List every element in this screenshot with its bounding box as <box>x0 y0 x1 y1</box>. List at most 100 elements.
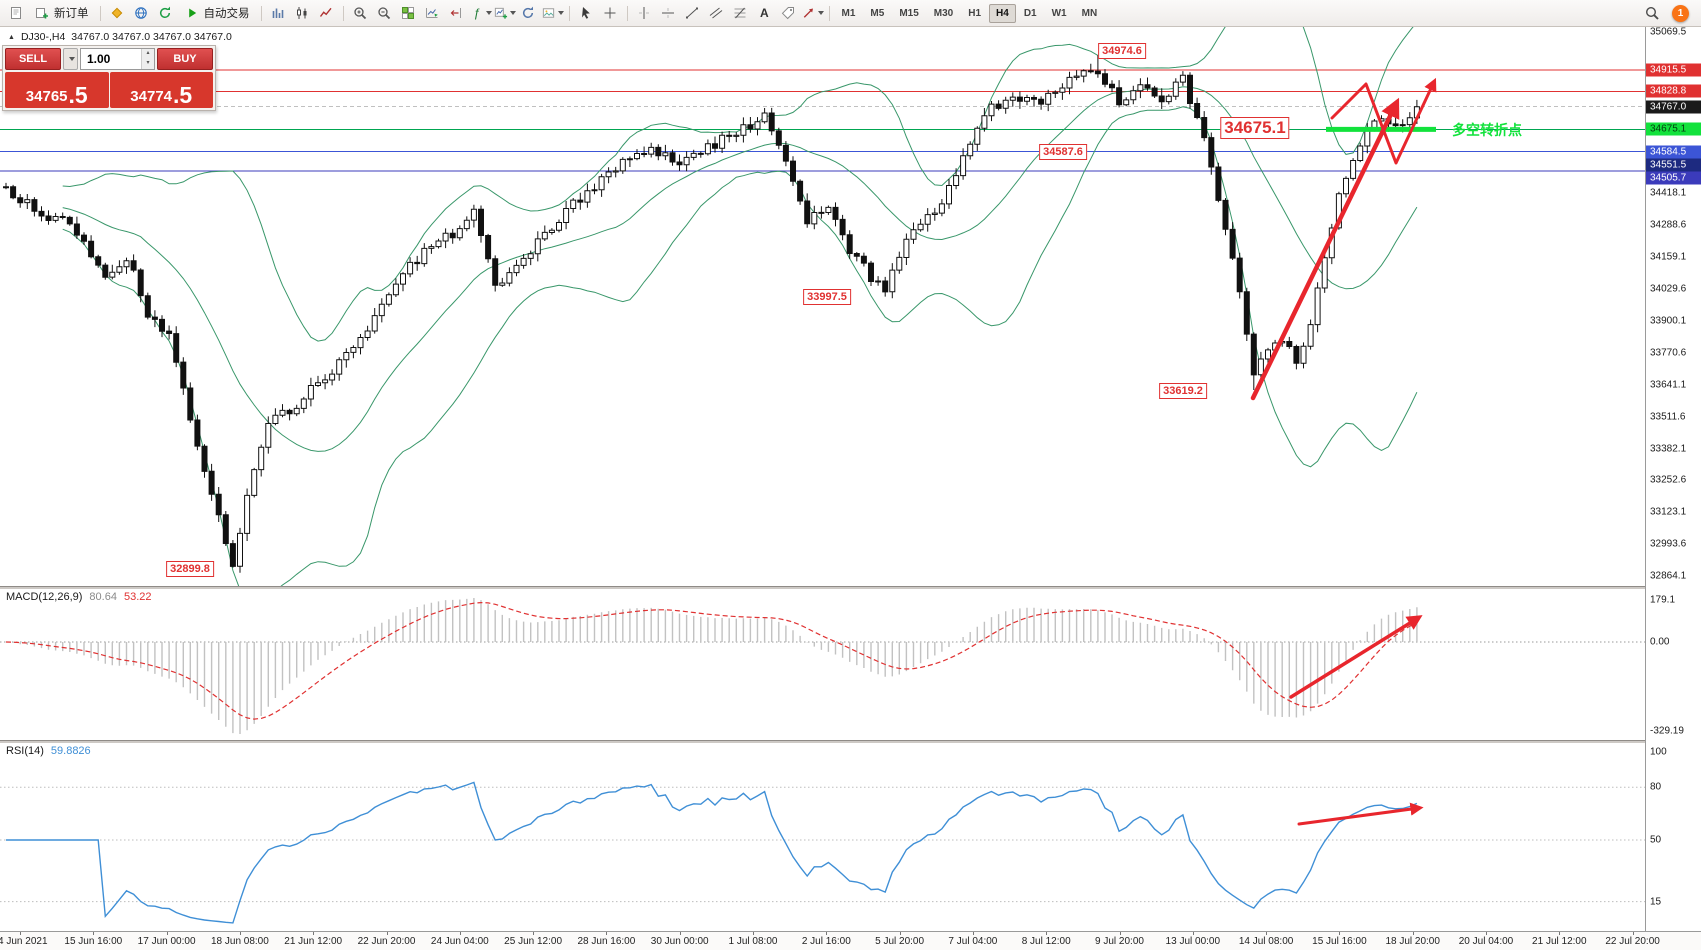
horizontal-line-icon-glyph <box>662 8 674 18</box>
search-icon[interactable] <box>1640 3 1663 23</box>
price-tick: 32993.6 <box>1650 538 1687 550</box>
price-callout[interactable]: 34587.6 <box>1039 144 1087 160</box>
time-tick-label: 14 Jul 08:00 <box>1238 936 1294 947</box>
vertical-line-icon[interactable] <box>633 3 656 23</box>
panel-splitter[interactable] <box>0 740 1701 743</box>
annotation-arrows[interactable] <box>1250 77 1437 826</box>
indicators-icon[interactable]: ƒ <box>469 3 492 23</box>
time-tick <box>166 932 168 935</box>
price-callout[interactable]: 33997.5 <box>803 289 851 305</box>
macd-label: MACD(12,26,9) 80.64 53.22 <box>6 591 151 603</box>
auto-scroll-icon[interactable] <box>421 3 444 23</box>
text-icon[interactable]: A <box>753 3 776 23</box>
price-chart[interactable] <box>0 27 1645 932</box>
zoom-out-icon[interactable] <box>373 3 396 23</box>
timeframe-m30[interactable]: M30 <box>933 7 954 19</box>
zoom-in-icon[interactable] <box>349 3 372 23</box>
notification-badge[interactable]: 1 <box>1672 4 1689 22</box>
order-options-dropdown[interactable] <box>63 48 78 70</box>
shapes-icon[interactable] <box>801 3 824 23</box>
price-callout[interactable]: 32899.8 <box>166 561 214 577</box>
panel-splitter[interactable] <box>0 586 1701 589</box>
rsi-panel <box>0 781 1645 924</box>
signals-icon[interactable] <box>154 3 177 23</box>
price-callout[interactable]: 34974.6 <box>1098 43 1146 59</box>
refresh-icon[interactable] <box>517 3 540 23</box>
timeframe-h1[interactable]: H1 <box>968 7 982 19</box>
volume-input[interactable] <box>81 49 141 69</box>
price-tick: 32864.1 <box>1650 570 1687 582</box>
time-tick-label: 17 Jun 00:00 <box>137 936 196 947</box>
cursor-icon[interactable] <box>575 3 598 23</box>
trendline-icon[interactable] <box>681 3 704 23</box>
templates-icon[interactable] <box>541 3 564 23</box>
main-toolbar: 新订单 自动交易 ƒ A M1 M5 M15 M30 H1 H4 D1 W1 MN 1 <box>0 0 1701 27</box>
new-order-button[interactable]: 新订单 <box>28 3 95 23</box>
sell-button[interactable]: SELL <box>5 48 61 70</box>
timeframe-w1[interactable]: W1 <box>1051 7 1067 19</box>
buy-price-button[interactable]: 34774.5 <box>109 72 213 108</box>
autotrade-button[interactable]: 自动交易 <box>178 3 256 23</box>
volume-increase-button[interactable]: ▴ <box>142 49 154 59</box>
tile-windows-icon[interactable] <box>397 3 420 23</box>
timeframe-m5[interactable]: M5 <box>870 7 885 19</box>
chart-shift-icon-glyph <box>450 8 461 18</box>
time-tick <box>1486 932 1487 935</box>
price-badge: 34767.0 <box>1646 100 1701 114</box>
price-tick: 33511.6 <box>1650 411 1686 423</box>
bar-chart-type-icon[interactable] <box>267 3 290 23</box>
fibonacci-icon[interactable] <box>729 3 752 23</box>
volume-decrease-button[interactable]: ▾ <box>142 59 154 69</box>
sell-price-main: 34765 <box>25 88 68 105</box>
new-window-icon[interactable] <box>4 3 27 23</box>
candle-chart-type-icon[interactable] <box>291 3 314 23</box>
market-icon[interactable] <box>106 3 129 23</box>
macd-axis-tick: -329.19 <box>1650 725 1684 737</box>
time-tick-label: 13 Jul 00:00 <box>1165 936 1221 947</box>
buy-button[interactable]: BUY <box>157 48 213 70</box>
time-tick-label: 15 Jun 16:00 <box>64 936 123 947</box>
time-tick-label: 18 Jul 20:00 <box>1385 936 1440 947</box>
price-callout[interactable]: 34675.1 <box>1220 117 1290 139</box>
timeframe-mn[interactable]: MN <box>1081 7 1098 19</box>
chart-title: ▲ DJ30-,H4 34767.0 34767.0 34767.0 34767… <box>8 31 232 43</box>
symbol-marker-icon: ▲ <box>8 33 15 41</box>
crosshair-icon[interactable] <box>599 3 622 23</box>
vertical-line-icon-glyph <box>639 7 649 19</box>
sell-price-button[interactable]: 34765.5 <box>5 72 109 108</box>
price-badge: 34551.5 <box>1646 158 1701 172</box>
label-icon[interactable] <box>777 3 800 23</box>
community-icon[interactable] <box>130 3 153 23</box>
rsi-axis-tick: 15 <box>1650 896 1662 908</box>
one-click-trading-panel: SELL ▴ ▾ BUY 34765.5 34774.5 <box>2 45 216 111</box>
macd-signal-line <box>5 601 1418 720</box>
rsi-axis-tick: 80 <box>1650 781 1662 793</box>
chart-shift-icon[interactable] <box>445 3 468 23</box>
price-axis[interactable]: 35069.5 34418.1 34288.6 34159.1 34029.6 33900… <box>1645 27 1701 932</box>
time-axis[interactable]: 14 Jun 2021 15 Jun 16:00 17 Jun 00:00 18 Ju… <box>0 931 1701 950</box>
price-callout[interactable]: 33619.2 <box>1159 383 1207 399</box>
time-tick-label: 15 Jul 16:00 <box>1312 936 1367 947</box>
macd-name: MACD(12,26,9) <box>6 591 83 603</box>
horizontal-line-icon[interactable] <box>657 3 680 23</box>
line-chart-type-icon[interactable] <box>315 3 338 23</box>
timeframe-d1[interactable]: D1 <box>1023 7 1037 19</box>
dropdown-caret-icon <box>509 11 516 15</box>
templates-icon-glyph <box>542 8 554 18</box>
time-tick <box>1046 932 1048 935</box>
timeframe-h4[interactable]: H4 <box>989 3 1016 23</box>
zoom-out-icon-glyph <box>378 7 391 20</box>
time-tick-label: 1 Jul 08:00 <box>728 936 778 947</box>
timeframe-m1[interactable]: M1 <box>841 7 856 19</box>
price-badge: 34915.5 <box>1646 63 1701 77</box>
trade-controls-row: SELL ▴ ▾ BUY <box>5 48 213 70</box>
label-icon-glyph <box>781 7 794 20</box>
channel-icon[interactable] <box>705 3 728 23</box>
annotation-text[interactable]: 多空转折点 <box>1452 122 1522 138</box>
timeframe-m15[interactable]: M15 <box>899 7 919 19</box>
new-chart-icon[interactable] <box>493 3 516 23</box>
bollinger-bands <box>62 27 1418 586</box>
channel-icon-glyph <box>709 7 723 19</box>
time-tick <box>20 932 21 935</box>
time-tick <box>1412 932 1414 935</box>
